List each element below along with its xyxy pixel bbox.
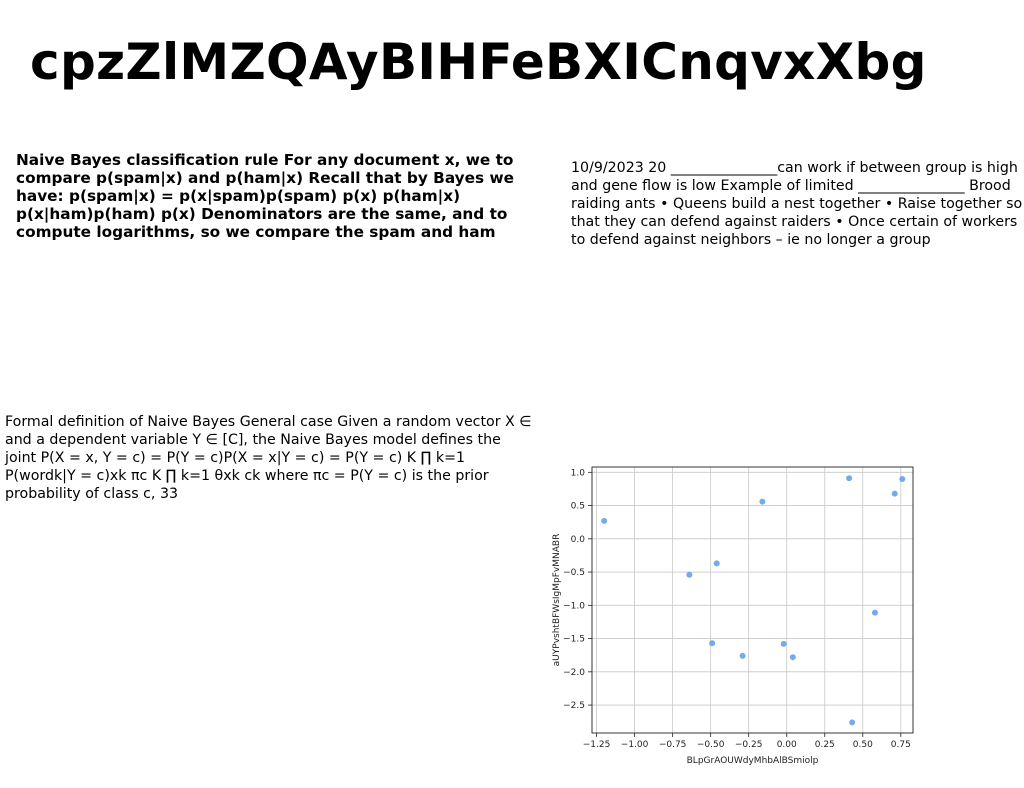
x-tick-label: −0.25	[735, 740, 763, 750]
y-tick-label: 0.5	[571, 502, 585, 512]
y-tick-label: −2.0	[563, 668, 585, 678]
naive-bayes-definition-text: Formal definition of Naive Bayes General…	[5, 414, 532, 502]
x-tick-label: −1.00	[621, 740, 649, 750]
scatter-point	[739, 652, 746, 659]
x-tick-label: 0.00	[777, 740, 797, 750]
plot-frame	[591, 466, 914, 734]
scatter-chart-svg: −1.25 −1.00 −0.75 −0.50 −0.25 0.00 0.25 0.50 0.7…	[552, 466, 914, 766]
x-tick-label: 0.25	[815, 740, 835, 750]
scatter-point	[846, 475, 853, 482]
scatter-point	[713, 560, 720, 567]
scatter-point	[686, 571, 693, 578]
y-tick-label: 0.0	[571, 535, 586, 545]
scatter-point	[601, 517, 608, 524]
scatter-point	[891, 490, 898, 497]
x-tick-label: 0.50	[853, 740, 873, 750]
x-tick-label: −0.50	[697, 740, 725, 750]
x-axis-label: BLpGrAOUWdyMhbAlBSmiolp	[687, 756, 819, 766]
y-tick-label: −2.5	[563, 701, 585, 711]
scatter-point	[899, 475, 906, 482]
x-tick-label: −1.25	[583, 740, 611, 750]
scatter-point	[849, 719, 856, 726]
scatter-chart: −1.25 −1.00 −0.75 −0.50 −0.25 0.00 0.25 0.50 0.7…	[545, 455, 925, 775]
y-tick-label: −0.5	[563, 568, 585, 578]
page-title: cpzZlMZQAyBIHFeBXICnqvxXbg	[30, 33, 927, 91]
scatter-point	[780, 640, 787, 647]
scatter-point	[759, 498, 766, 505]
y-tick-label: 1.0	[571, 468, 586, 478]
x-tick-label: −0.75	[659, 740, 687, 750]
y-tick-label: −1.5	[563, 635, 585, 645]
x-tick-label: 0.75	[891, 740, 911, 750]
y-tick-label: −1.0	[563, 601, 585, 611]
scatter-point	[789, 654, 796, 661]
scatter-point	[871, 609, 878, 616]
y-axis-label: aUYPvshtBFWsIgMpFvMNABR	[552, 534, 562, 667]
scatter-point	[709, 640, 716, 647]
naive-bayes-rule-text: Naive Bayes classification rule For any …	[16, 151, 514, 241]
lecture-notes-text: 10/9/2023 20 _______________can work if …	[571, 160, 1023, 248]
